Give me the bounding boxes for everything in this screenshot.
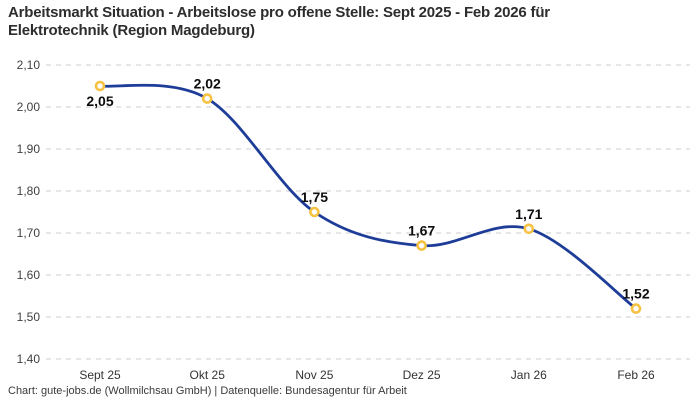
data-point-marker xyxy=(630,303,642,314)
data-point-label: 2,02 xyxy=(194,76,221,92)
x-tick-label: Feb 26 xyxy=(617,368,655,382)
data-point-markers xyxy=(94,80,642,314)
data-point-labels: 2,05 2,02 1,75 1,67 1,71 1,52 xyxy=(86,76,649,302)
data-point-label: 1,75 xyxy=(301,189,328,205)
chart-title-line1: Arbeitsmarkt Situation - Arbeitslose pro… xyxy=(8,4,550,21)
data-point-marker xyxy=(523,223,535,235)
y-tick-label: 2,10 xyxy=(17,58,41,72)
data-point-label: 1,52 xyxy=(622,286,649,302)
y-tick-label: 1,70 xyxy=(17,226,41,240)
footer-credit: Chart: gute-jobs.de (Wollmilchsau GmbH) … xyxy=(8,385,407,397)
y-tick-label: 2,00 xyxy=(17,100,41,114)
series-line xyxy=(98,83,638,310)
x-tick-label: Sept 25 xyxy=(79,368,121,382)
y-tick-label: 1,40 xyxy=(17,352,41,366)
data-point-label: 1,67 xyxy=(408,223,435,239)
y-tick-label: 1,60 xyxy=(17,268,41,282)
chart-title-line2: Elektrotechnik (Region Magdeburg) xyxy=(8,21,255,39)
data-point-marker xyxy=(416,240,427,251)
y-tick-label: 1,80 xyxy=(17,184,41,198)
x-axis-tick-labels: Sept 25 Okt 25 Nov 25 Dez 25 Jan 26 Feb 26 xyxy=(79,368,655,382)
data-point-label: 1,71 xyxy=(515,206,542,222)
y-tick-label: 1,90 xyxy=(17,142,41,156)
data-point-marker xyxy=(201,93,213,104)
chart-title: Arbeitsmarkt Situation - Arbeitslose pro… xyxy=(8,4,694,39)
x-tick-label: Okt 25 xyxy=(190,368,226,382)
data-point-label: 2,05 xyxy=(86,93,113,109)
x-tick-label: Nov 25 xyxy=(295,368,333,382)
data-point-marker xyxy=(309,206,320,218)
gridlines xyxy=(46,64,690,360)
y-tick-label: 1,50 xyxy=(17,310,41,324)
x-tick-label: Dez 25 xyxy=(403,368,441,382)
y-axis-tick-labels: 2,10 2,00 1,90 1,80 1,70 1,60 1,50 1,40 xyxy=(17,58,41,366)
x-tick-label: Jan 26 xyxy=(511,368,547,382)
data-point-marker xyxy=(94,80,106,92)
